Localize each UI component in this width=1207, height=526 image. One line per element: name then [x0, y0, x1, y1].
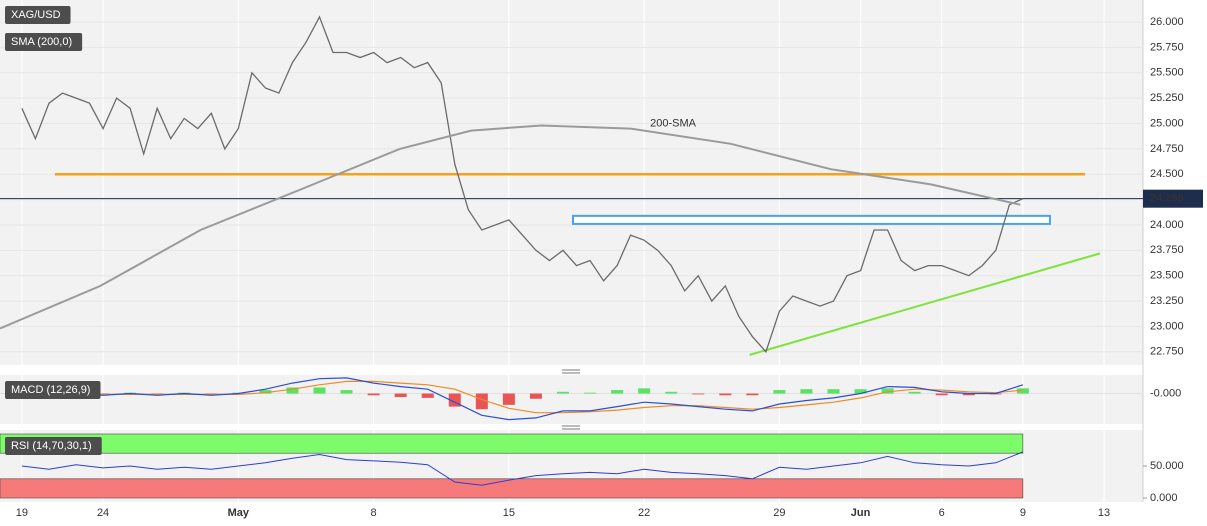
macd-histogram-bar — [881, 388, 894, 394]
macd-histogram-bar — [421, 393, 434, 398]
last-price-box — [1143, 189, 1203, 208]
macd-line — [21, 377, 1024, 421]
macd-histogram-bar — [692, 393, 705, 395]
rsi-band — [0, 433, 1024, 454]
macd-histogram-bar — [638, 388, 651, 394]
macd-histogram-bar — [854, 389, 867, 394]
y-tick-label: 22.750 — [1150, 346, 1184, 358]
macd-histogram-bar — [908, 391, 921, 394]
annotation: 200-SMA — [650, 117, 697, 129]
macd-histogram-bar — [340, 390, 353, 394]
macd-histogram-bar — [394, 393, 407, 398]
y-tick-label: 23.500 — [1150, 270, 1184, 282]
macd-histogram-bar — [611, 390, 624, 394]
macd-histogram-bar — [584, 392, 597, 394]
x-tick-label: 19 — [16, 507, 28, 519]
y-tick-label: 50.000 — [1150, 460, 1184, 472]
x-tick-label: 13 — [1098, 507, 1110, 519]
x-tick-label: 24 — [97, 507, 109, 519]
indicator-badge: MACD (12,26,9) — [11, 384, 90, 396]
legend-badge-box — [5, 33, 83, 51]
y-tick-label: 24.500 — [1150, 168, 1184, 180]
macd-histogram-bar — [800, 389, 813, 394]
y-tick-label: 25.000 — [1150, 117, 1184, 129]
macd-histogram-bar — [259, 390, 272, 394]
y-tick-label: 0.000 — [1150, 492, 1178, 504]
y-tick-label: 25.500 — [1150, 67, 1184, 79]
x-tick-label: May — [228, 507, 250, 519]
y-tick-label: 25.250 — [1150, 92, 1184, 104]
macd-histogram-bar — [286, 387, 299, 394]
macd-histogram-bar — [1016, 388, 1029, 394]
macd-histogram-bar — [773, 390, 786, 394]
y-tick-label: 26.000 — [1150, 16, 1184, 28]
resistance-zone — [571, 214, 1051, 225]
x-tick-label: 22 — [638, 507, 650, 519]
x-tick-label: 6 — [939, 507, 945, 519]
y-tick-label: -0.000 — [1150, 387, 1181, 399]
macd-histogram-bar — [665, 391, 678, 394]
x-tick-label: 15 — [503, 507, 515, 519]
price-line — [21, 15, 1024, 354]
rsi-line — [21, 451, 1024, 486]
macd-histogram-bar — [475, 393, 488, 410]
macd-histogram-bar — [502, 393, 515, 405]
macd-histogram-bar — [367, 393, 380, 396]
x-tick-label: 29 — [773, 507, 785, 519]
y-tick-label: 23.000 — [1150, 320, 1184, 332]
y-tick-label: 24.000 — [1150, 219, 1184, 231]
x-tick-label: 9 — [1020, 507, 1026, 519]
price-panel — [0, 0, 1143, 365]
indicator-badge-box — [5, 381, 101, 399]
price-line — [0, 124, 1021, 330]
macd-histogram-bar — [746, 393, 759, 396]
macd-histogram-bar — [719, 393, 732, 396]
y-tick-label: 23.250 — [1150, 295, 1184, 307]
macd-panel — [0, 375, 1143, 424]
legend-badge: XAG/USD — [11, 9, 61, 21]
y-tick-label: 25.750 — [1150, 41, 1184, 53]
indicator-badge-box — [5, 437, 102, 455]
last-price-label: 24.259 — [1150, 193, 1184, 205]
y-tick-label: 24.750 — [1150, 143, 1184, 155]
macd-histogram-bar — [962, 393, 975, 396]
macd-histogram-bar — [827, 389, 840, 394]
legend-badge: SMA (200,0) — [11, 36, 72, 48]
indicator-badge: RSI (14,70,30,1) — [11, 440, 92, 452]
rsi-band — [0, 478, 1024, 499]
x-tick-label: Jun — [851, 507, 871, 519]
macd-histogram-bar — [935, 393, 948, 396]
macd-histogram-bar — [529, 393, 542, 399]
legend-badge-box — [5, 6, 71, 24]
macd-histogram-bar — [313, 387, 326, 394]
x-tick-label: 8 — [371, 507, 377, 519]
support-trendline — [749, 252, 1101, 356]
macd-histogram-bar — [556, 391, 569, 394]
y-tick-label: 23.750 — [1150, 244, 1184, 256]
